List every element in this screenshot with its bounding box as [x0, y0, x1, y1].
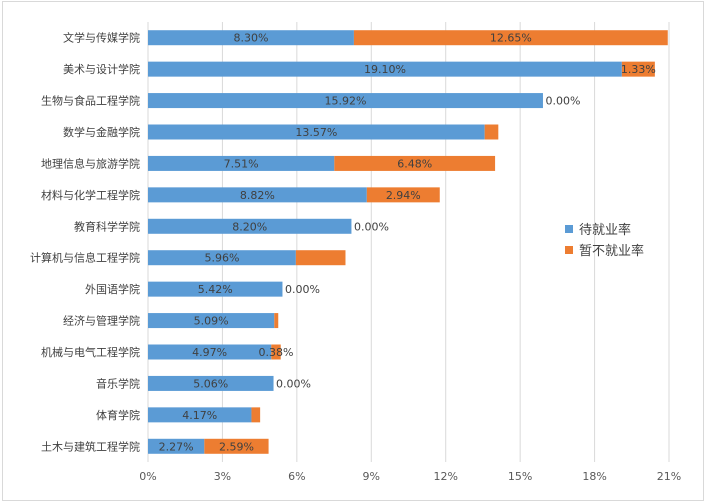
bars [148, 30, 668, 454]
data-label: 7.51% [224, 157, 259, 170]
data-label: 15.92% [325, 95, 367, 108]
data-label: 8.20% [232, 220, 267, 233]
bar-segment [148, 93, 543, 109]
data-label: 0.38% [259, 346, 294, 359]
bar-segment [148, 187, 367, 203]
category-label: 土木与建筑工程学院 [41, 439, 140, 453]
category-label: 数学与金融学院 [63, 125, 140, 139]
bar-segment [148, 218, 352, 234]
x-tick-labels: 0% 3% 6% 9% 12% 15% 18% 21% [139, 470, 681, 483]
bar-segment [148, 61, 622, 77]
legend-swatch [565, 246, 573, 254]
category-label: 机械与电气工程学院 [41, 345, 140, 359]
data-label: 13.57% [295, 126, 337, 139]
data-label: 1.33% [621, 63, 656, 76]
x-tick-label: 3% [214, 470, 231, 483]
category-labels: 文学与传媒学院美术与设计学院生物与食品工程学院数学与金融学院地理信息与旅游学院材… [30, 31, 140, 454]
bar-segment [274, 313, 279, 329]
data-label: 2.27% [159, 440, 194, 453]
data-label: 8.82% [240, 189, 275, 202]
data-label: 6.48% [397, 157, 432, 170]
data-label: 2.94% [386, 189, 421, 202]
bar-segment [251, 407, 261, 423]
category-label: 体育学院 [96, 408, 140, 422]
bar-segment [148, 438, 205, 454]
bar-segment [148, 281, 283, 297]
bar-segment [148, 344, 272, 360]
data-label: 0.00% [276, 377, 311, 390]
data-label: 5.96% [204, 252, 239, 265]
x-tick-label: 9% [363, 470, 380, 483]
category-label: 音乐学院 [96, 376, 140, 390]
category-label: 美术与设计学院 [63, 62, 140, 76]
x-tick-label: 6% [288, 470, 305, 483]
legend-swatch [565, 225, 573, 233]
data-label: 5.42% [198, 283, 233, 296]
data-labels: 8.30% 12.65% 19.10% 1.33% 15.92% 0.00% 13.57% 7… [159, 32, 656, 454]
bar-segment [484, 124, 499, 140]
data-label: 12.65% [490, 32, 532, 45]
category-label: 经济与管理学院 [63, 314, 140, 328]
bar-segment [148, 313, 275, 329]
bar-segment [334, 155, 496, 171]
category-label: 外国语学院 [85, 282, 140, 296]
data-label: 0.00% [545, 95, 580, 108]
data-label: 0.00% [285, 283, 320, 296]
category-label: 计算机与信息工程学院 [30, 251, 140, 265]
bar-segment [204, 438, 269, 454]
category-label: 文学与传媒学院 [63, 31, 140, 45]
category-label: 教育科学学院 [74, 219, 140, 233]
data-label: 4.17% [182, 409, 217, 422]
gridlines [147, 22, 670, 462]
bar-segment [353, 30, 668, 46]
data-label: 5.09% [194, 315, 229, 328]
category-label: 生物与食品工程学院 [41, 94, 140, 108]
bar-segment [148, 250, 296, 266]
category-label: 材料与化学工程学院 [41, 188, 140, 202]
legend-label: 暂不就业率 [579, 243, 644, 259]
bar-segment [148, 407, 252, 423]
x-tick-label: 21% [657, 470, 681, 483]
bar-segment [148, 30, 354, 46]
x-tick-label: 15% [508, 470, 532, 483]
category-label: 地理信息与旅游学院 [41, 156, 140, 170]
data-label: 8.30% [233, 32, 268, 45]
data-label: 4.97% [192, 346, 227, 359]
x-tick-label: 18% [582, 470, 606, 483]
bar-segment [295, 250, 346, 266]
bar-segment [271, 344, 281, 360]
bar-segment [366, 187, 440, 203]
data-label: 0.00% [354, 220, 389, 233]
bar-segment [148, 124, 485, 140]
legend-label: 待就业率 [579, 222, 631, 238]
x-tick-label: 0% [139, 470, 156, 483]
data-label: 19.10% [364, 63, 406, 76]
x-tick-label: 12% [433, 470, 457, 483]
bar-segment [148, 375, 274, 391]
data-label: 5.06% [193, 377, 228, 390]
data-label: 2.59% [219, 440, 254, 453]
bar-segment [148, 155, 335, 171]
bar-segment [621, 61, 655, 77]
